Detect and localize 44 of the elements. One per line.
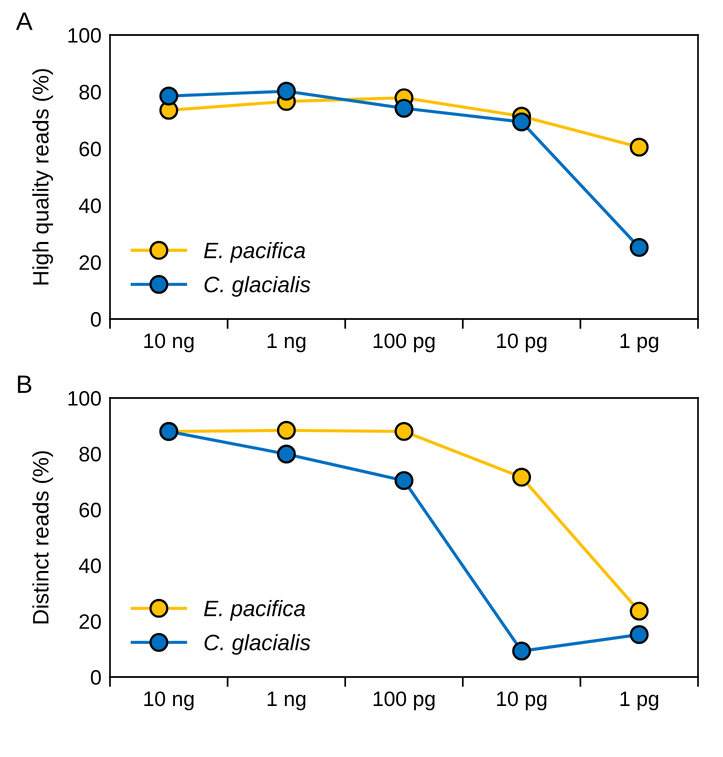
x-tick-label: 10 pg	[497, 333, 546, 352]
point	[159, 86, 178, 106]
point	[512, 112, 532, 132]
x-tick-label: 100 pg	[374, 333, 435, 352]
y-axis-title: Distinct reads (%)	[32, 451, 54, 624]
y-tick-label: 100	[68, 391, 101, 406]
point	[630, 138, 649, 157]
legend-label: C. glacialis	[204, 276, 310, 297]
point	[276, 444, 296, 464]
point	[630, 625, 649, 644]
x-tick-label: 1 ng	[268, 692, 306, 710]
x-tick-label: 1 pg	[620, 334, 658, 352]
x-tick-label: 1 ng	[268, 334, 306, 352]
point	[630, 238, 649, 257]
point	[394, 422, 414, 441]
legend-label: E. pacifica	[204, 242, 306, 263]
y-tick-label: 80	[79, 84, 101, 100]
x-tick-label: 10 ng	[144, 691, 194, 710]
x-tick-label: 10 pg	[497, 691, 546, 710]
y-axis-title: High quality reads (%)	[32, 69, 54, 284]
legend-label: C. glacialis	[204, 634, 310, 655]
y-tick-label: 60	[80, 142, 101, 156]
y-tick-label: 80	[79, 446, 101, 462]
y-tick-label: 20	[80, 614, 101, 629]
x-tick-label: 10 ng	[144, 333, 194, 352]
chart-title: B	[18, 376, 32, 393]
point	[512, 642, 532, 660]
y-tick-label: 0	[90, 670, 101, 685]
point	[276, 420, 296, 440]
point	[630, 602, 649, 621]
legend-label: E. pacifica	[204, 600, 306, 621]
point	[394, 471, 414, 490]
y-tick-label: 40	[78, 558, 101, 574]
x-tick-label: 100 pg	[374, 691, 435, 710]
chart-title: A	[16, 12, 33, 30]
y-tick-label: 100	[68, 28, 101, 43]
point	[276, 82, 296, 101]
point	[512, 468, 532, 487]
y-tick-label: 40	[78, 198, 101, 214]
point	[394, 98, 414, 118]
y-tick-label: 20	[80, 255, 101, 270]
x-tick-label: 1 pg	[620, 692, 658, 710]
y-tick-label: 60	[80, 502, 101, 518]
y-tick-label: 0	[90, 312, 101, 327]
